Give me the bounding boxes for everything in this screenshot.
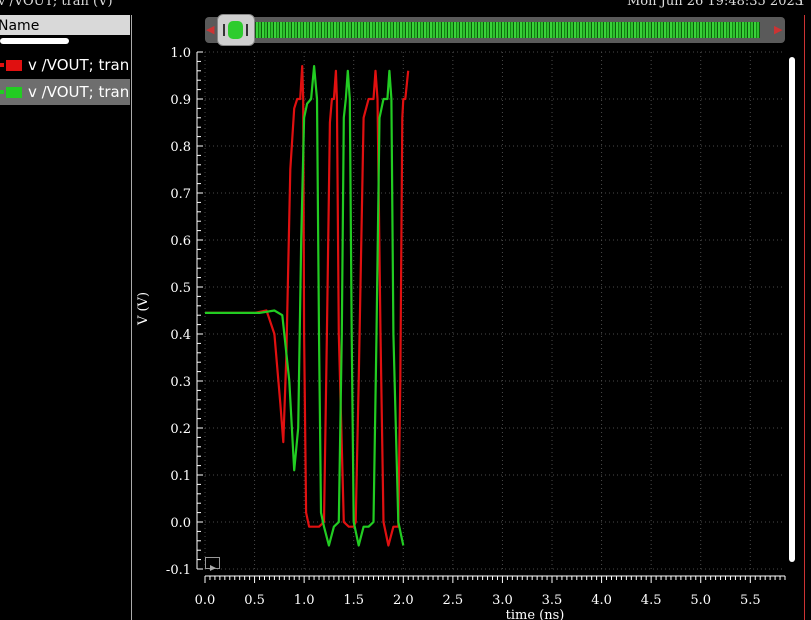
y-tick-label: 1.0 xyxy=(170,46,191,61)
plot-datetime: Mon Jun 26 19:48:35 2023 xyxy=(627,0,804,9)
legend-label-green: v /VOUT; tran xyxy=(28,83,130,101)
legend-panel: Name v /VOUT; tran v /VOUT; tran xyxy=(0,15,130,620)
axis-labels: -0.1 0.0 0.1 0.2 0.3 0.4 0.5 0.6 0.7 0.8 0.9 1.0 0.0… xyxy=(136,46,761,620)
x-tick-label: 2.5 xyxy=(443,593,464,608)
legend-swatch-green xyxy=(6,87,22,98)
series-line-green xyxy=(205,64,405,547)
panel-divider xyxy=(131,15,132,620)
series-line-red xyxy=(205,64,410,547)
y-tick-label: 0.7 xyxy=(170,187,191,202)
legend-swatch-red xyxy=(6,60,22,71)
x-axis-label: time (ns) xyxy=(506,608,565,620)
thumb-waveform xyxy=(228,21,243,39)
x-tick-label: 0.5 xyxy=(244,593,265,608)
scroll-left-arrow-icon[interactable]: ◀ xyxy=(206,23,215,36)
x-tick-label: 3.0 xyxy=(492,593,513,608)
legend-marker-icon xyxy=(0,63,4,67)
vertical-scrollbar[interactable] xyxy=(789,57,795,562)
plot-title: v /VOUT; tran (V) xyxy=(0,0,113,9)
y-tick-label: 0.5 xyxy=(170,281,191,296)
x-tick-label: 5.5 xyxy=(740,593,761,608)
x-tick-label: 0.0 xyxy=(195,593,216,608)
legend-item-green[interactable]: v /VOUT; tran xyxy=(0,79,130,105)
overview-waveform[interactable] xyxy=(253,22,760,38)
x-tick-label: 4.0 xyxy=(591,593,612,608)
window-edge xyxy=(804,15,805,620)
legend-item-red[interactable]: v /VOUT; tran xyxy=(0,52,130,78)
grip-icon xyxy=(246,24,248,36)
y-tick-label: -0.1 xyxy=(166,563,191,578)
plot-index: 1 xyxy=(797,0,806,9)
x-tick-label: 5.0 xyxy=(690,593,711,608)
x-tick-label: 1.5 xyxy=(343,593,364,608)
time-scroll-thumb[interactable] xyxy=(217,14,255,46)
y-tick-label: 0.9 xyxy=(170,93,191,108)
axes xyxy=(196,51,786,583)
y-tick-label: 0.8 xyxy=(170,140,191,155)
x-tick-label: 2.0 xyxy=(393,593,414,608)
x-tick-label: 3.5 xyxy=(542,593,563,608)
y-tick-label: 0.4 xyxy=(170,328,191,343)
grip-icon xyxy=(223,24,225,36)
y-tick-label: 0.6 xyxy=(170,234,191,249)
play-icon[interactable] xyxy=(205,557,220,571)
legend-column-header[interactable]: Name xyxy=(0,15,130,35)
y-tick-label: 0.3 xyxy=(170,375,191,390)
y-tick-label: 0.1 xyxy=(170,469,191,484)
plot-area[interactable] xyxy=(205,64,410,547)
x-tick-label: 1.0 xyxy=(294,593,315,608)
y-axis-label: V (V) xyxy=(136,292,151,326)
legend-marker-icon xyxy=(0,90,4,94)
legend-scrollbar[interactable] xyxy=(0,38,69,44)
legend-label-red: v /VOUT; tran xyxy=(28,56,130,74)
y-tick-label: 0.0 xyxy=(170,516,191,531)
y-tick-label: 0.2 xyxy=(170,422,191,437)
legend-header-label: Name xyxy=(0,18,40,34)
x-tick-label: 4.5 xyxy=(641,593,662,608)
scroll-right-arrow-icon[interactable]: ▶ xyxy=(774,23,783,36)
